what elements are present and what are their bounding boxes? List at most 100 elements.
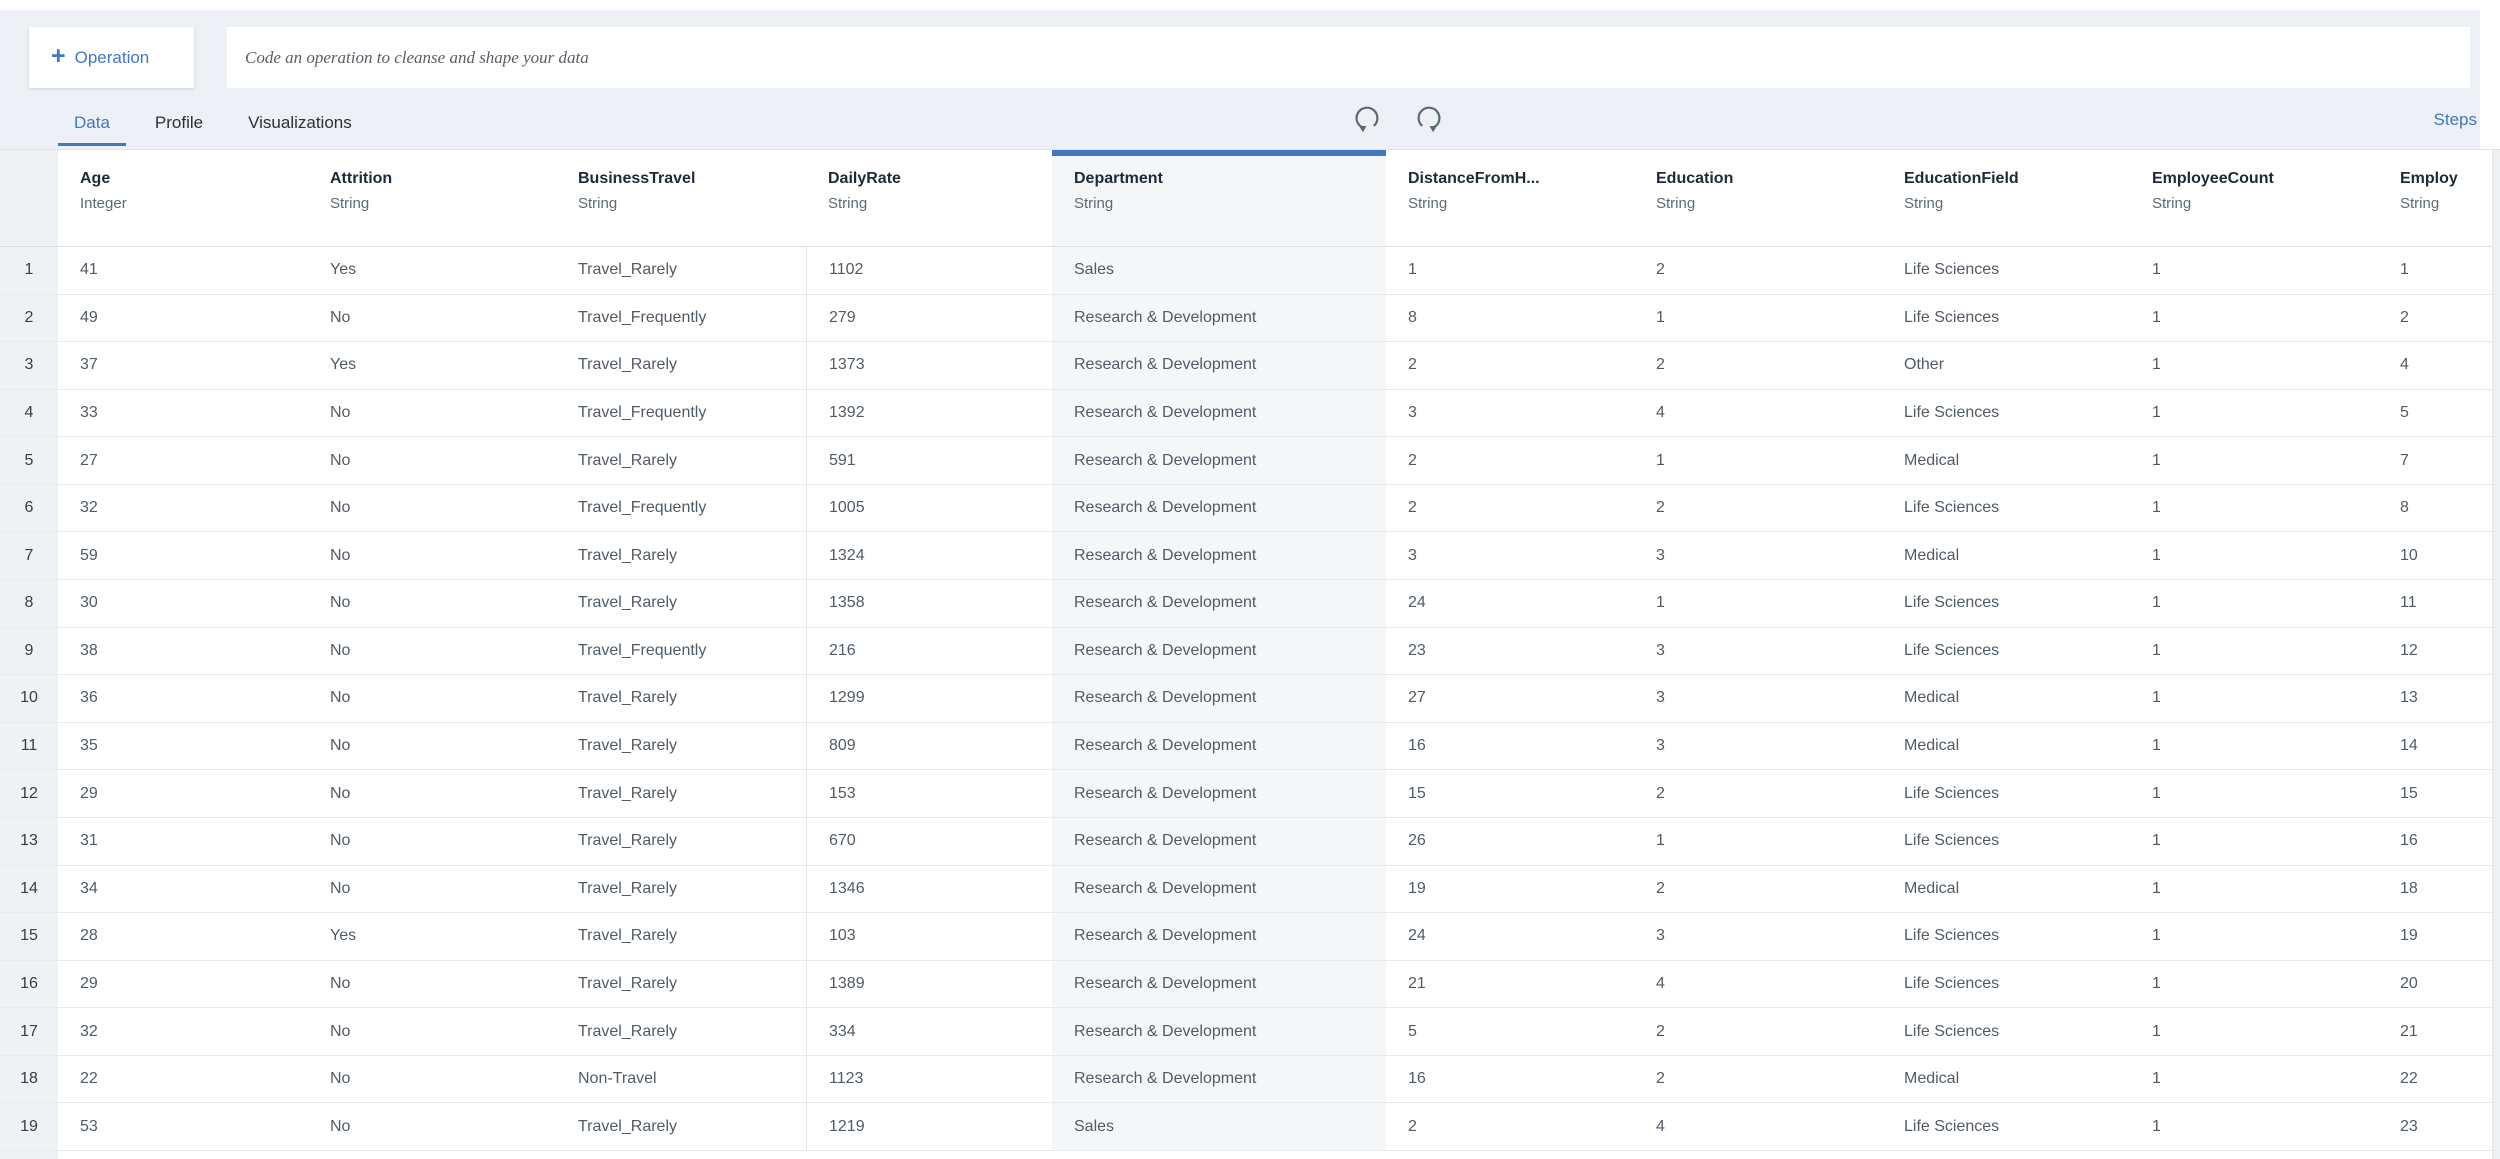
table-cell: 1 <box>1408 261 1417 279</box>
table-cell: No <box>330 594 351 612</box>
table-cell: 1 <box>2152 499 2161 517</box>
table-row: 5 27 No Travel_Rarely 591 Research & Developm… <box>0 437 2492 485</box>
table-cell: Life Sciences <box>1904 784 2000 802</box>
column-header-educationfield[interactable]: EducationField String <box>1882 150 2130 246</box>
column-header-businesstravel[interactable]: BusinessTravel String <box>556 150 806 246</box>
tab-visualizations[interactable]: Visualizations <box>248 112 352 132</box>
column-header-education[interactable]: Education String <box>1634 150 1882 246</box>
table-cell: Travel_Rarely <box>578 927 677 945</box>
table-cell: 1 <box>2152 737 2161 755</box>
table-cell: 216 <box>806 627 1052 675</box>
table-cell: No <box>330 784 351 802</box>
table-cell: 19 <box>1408 879 1426 897</box>
table-cell: 49 <box>80 308 98 326</box>
table-cell: 2 <box>2400 308 2409 326</box>
table-cell: Life Sciences <box>1904 1117 2000 1135</box>
column-header-department[interactable]: Department String <box>1052 150 1386 246</box>
add-operation-button[interactable]: + Operation <box>29 27 194 88</box>
code-operation-input[interactable] <box>227 27 2470 88</box>
column-header-age[interactable]: Age Integer <box>58 150 308 246</box>
table-cell: 16 <box>2400 832 2418 850</box>
table-row: 15 28 Yes Travel_Rarely 103 Research & Develo… <box>0 913 2492 961</box>
plus-icon: + <box>51 41 66 70</box>
table-row: 17 32 No Travel_Rarely 334 Research & Develop… <box>0 1008 2492 1056</box>
table-cell: 1 <box>1656 451 1665 469</box>
table-cell: 279 <box>806 294 1052 342</box>
table-cell: No <box>330 1070 351 1088</box>
table-cell: 4 <box>2400 356 2409 374</box>
row-number: 17 <box>0 1008 58 1055</box>
table-cell: 33 <box>80 404 98 422</box>
row-number: 1 <box>0 247 58 294</box>
table-cell: Research & Development <box>1052 580 1386 627</box>
table-cell: Research & Development <box>1052 770 1386 817</box>
table-cell: 5 <box>2400 404 2409 422</box>
row-number: 4 <box>0 389 58 437</box>
table-cell: 153 <box>806 770 1052 817</box>
undo-button[interactable] <box>1347 101 1387 141</box>
table-cell: 4 <box>1656 974 1665 992</box>
table-cell: 1324 <box>806 532 1052 580</box>
table-cell: 103 <box>806 913 1052 960</box>
tab-profile[interactable]: Profile <box>154 112 204 132</box>
table-cell: Other <box>1904 356 1945 374</box>
table-cell: Travel_Rarely <box>578 356 677 374</box>
steps-panel-toggle[interactable]: Steps <box>2433 110 2477 129</box>
table-cell: No <box>330 689 351 707</box>
column-header-dailyrate[interactable]: DailyRate String <box>806 150 1052 246</box>
column-header-employ[interactable]: Employ String <box>2378 150 2492 246</box>
vertical-scrollbar[interactable] <box>2492 150 2500 1159</box>
table-cell: 41 <box>80 261 98 279</box>
row-number: 10 <box>0 675 58 722</box>
table-cell: 23 <box>2400 1117 2418 1135</box>
table-cell: 1 <box>2152 404 2161 422</box>
column-header-employeecount[interactable]: EmployeeCount String <box>2130 150 2378 246</box>
row-number: 5 <box>0 437 58 484</box>
table-cell: 334 <box>806 1008 1052 1055</box>
table-cell: No <box>330 546 351 564</box>
table-cell: 1 <box>2152 546 2161 564</box>
table-cell: 3 <box>1656 927 1665 945</box>
table-cell: 1 <box>1656 308 1665 326</box>
row-number <box>0 1150 58 1159</box>
table-cell: Life Sciences <box>1904 1022 2000 1040</box>
column-name: BusinessTravel <box>578 170 696 187</box>
table-cell: 53 <box>80 1117 98 1135</box>
column-type: String <box>2400 195 2440 212</box>
table-cell: Travel_Rarely <box>578 1117 677 1135</box>
table-cell: 1358 <box>806 580 1052 627</box>
table-cell: 1 <box>2152 1070 2161 1088</box>
table-cell: Medical <box>1904 879 1960 897</box>
column-name: EducationField <box>1904 170 2019 187</box>
table-cell: 18 <box>2400 879 2418 897</box>
table-cell: Medical <box>1904 1070 1960 1088</box>
table-cell: Research & Development <box>1052 722 1386 770</box>
row-number: 18 <box>0 1055 58 1103</box>
table-cell: 1389 <box>806 960 1052 1008</box>
column-header-attrition[interactable]: Attrition String <box>308 150 556 246</box>
table-row: 2 49 No Travel_Frequently 279 Research & Deve… <box>0 294 2492 343</box>
column-name: Education <box>1656 170 1734 187</box>
table-cell: 3 <box>1408 546 1417 564</box>
table-cell: Research & Development <box>1052 389 1386 437</box>
table-cell: Travel_Rarely <box>578 879 677 897</box>
redo-button[interactable] <box>1409 101 1449 141</box>
table-cell: 1299 <box>806 675 1052 722</box>
table-cell: 2 <box>1656 1022 1665 1040</box>
tab-data[interactable]: Data <box>58 102 126 146</box>
table-cell: 15 <box>2400 784 2418 802</box>
row-number: 15 <box>0 913 58 960</box>
table-cell: 32 <box>80 499 98 517</box>
column-type: String <box>1904 195 1944 212</box>
column-header-distancefromh[interactable]: DistanceFromH... String <box>1386 150 1634 246</box>
table-cell: 1005 <box>806 484 1052 532</box>
table-cell: Yes <box>330 356 357 374</box>
table-cell: 1 <box>2152 641 2161 659</box>
table-row: 8 30 No Travel_Rarely 1358 Research & Develop… <box>0 580 2492 628</box>
table-cell: No <box>330 308 351 326</box>
table-cell: Travel_Rarely <box>578 737 677 755</box>
table-cell: 34 <box>80 879 98 897</box>
column-name: Age <box>80 170 111 187</box>
table-row: 11 35 No Travel_Rarely 809 Research & Develop… <box>0 722 2492 771</box>
table-cell: 35 <box>80 737 98 755</box>
